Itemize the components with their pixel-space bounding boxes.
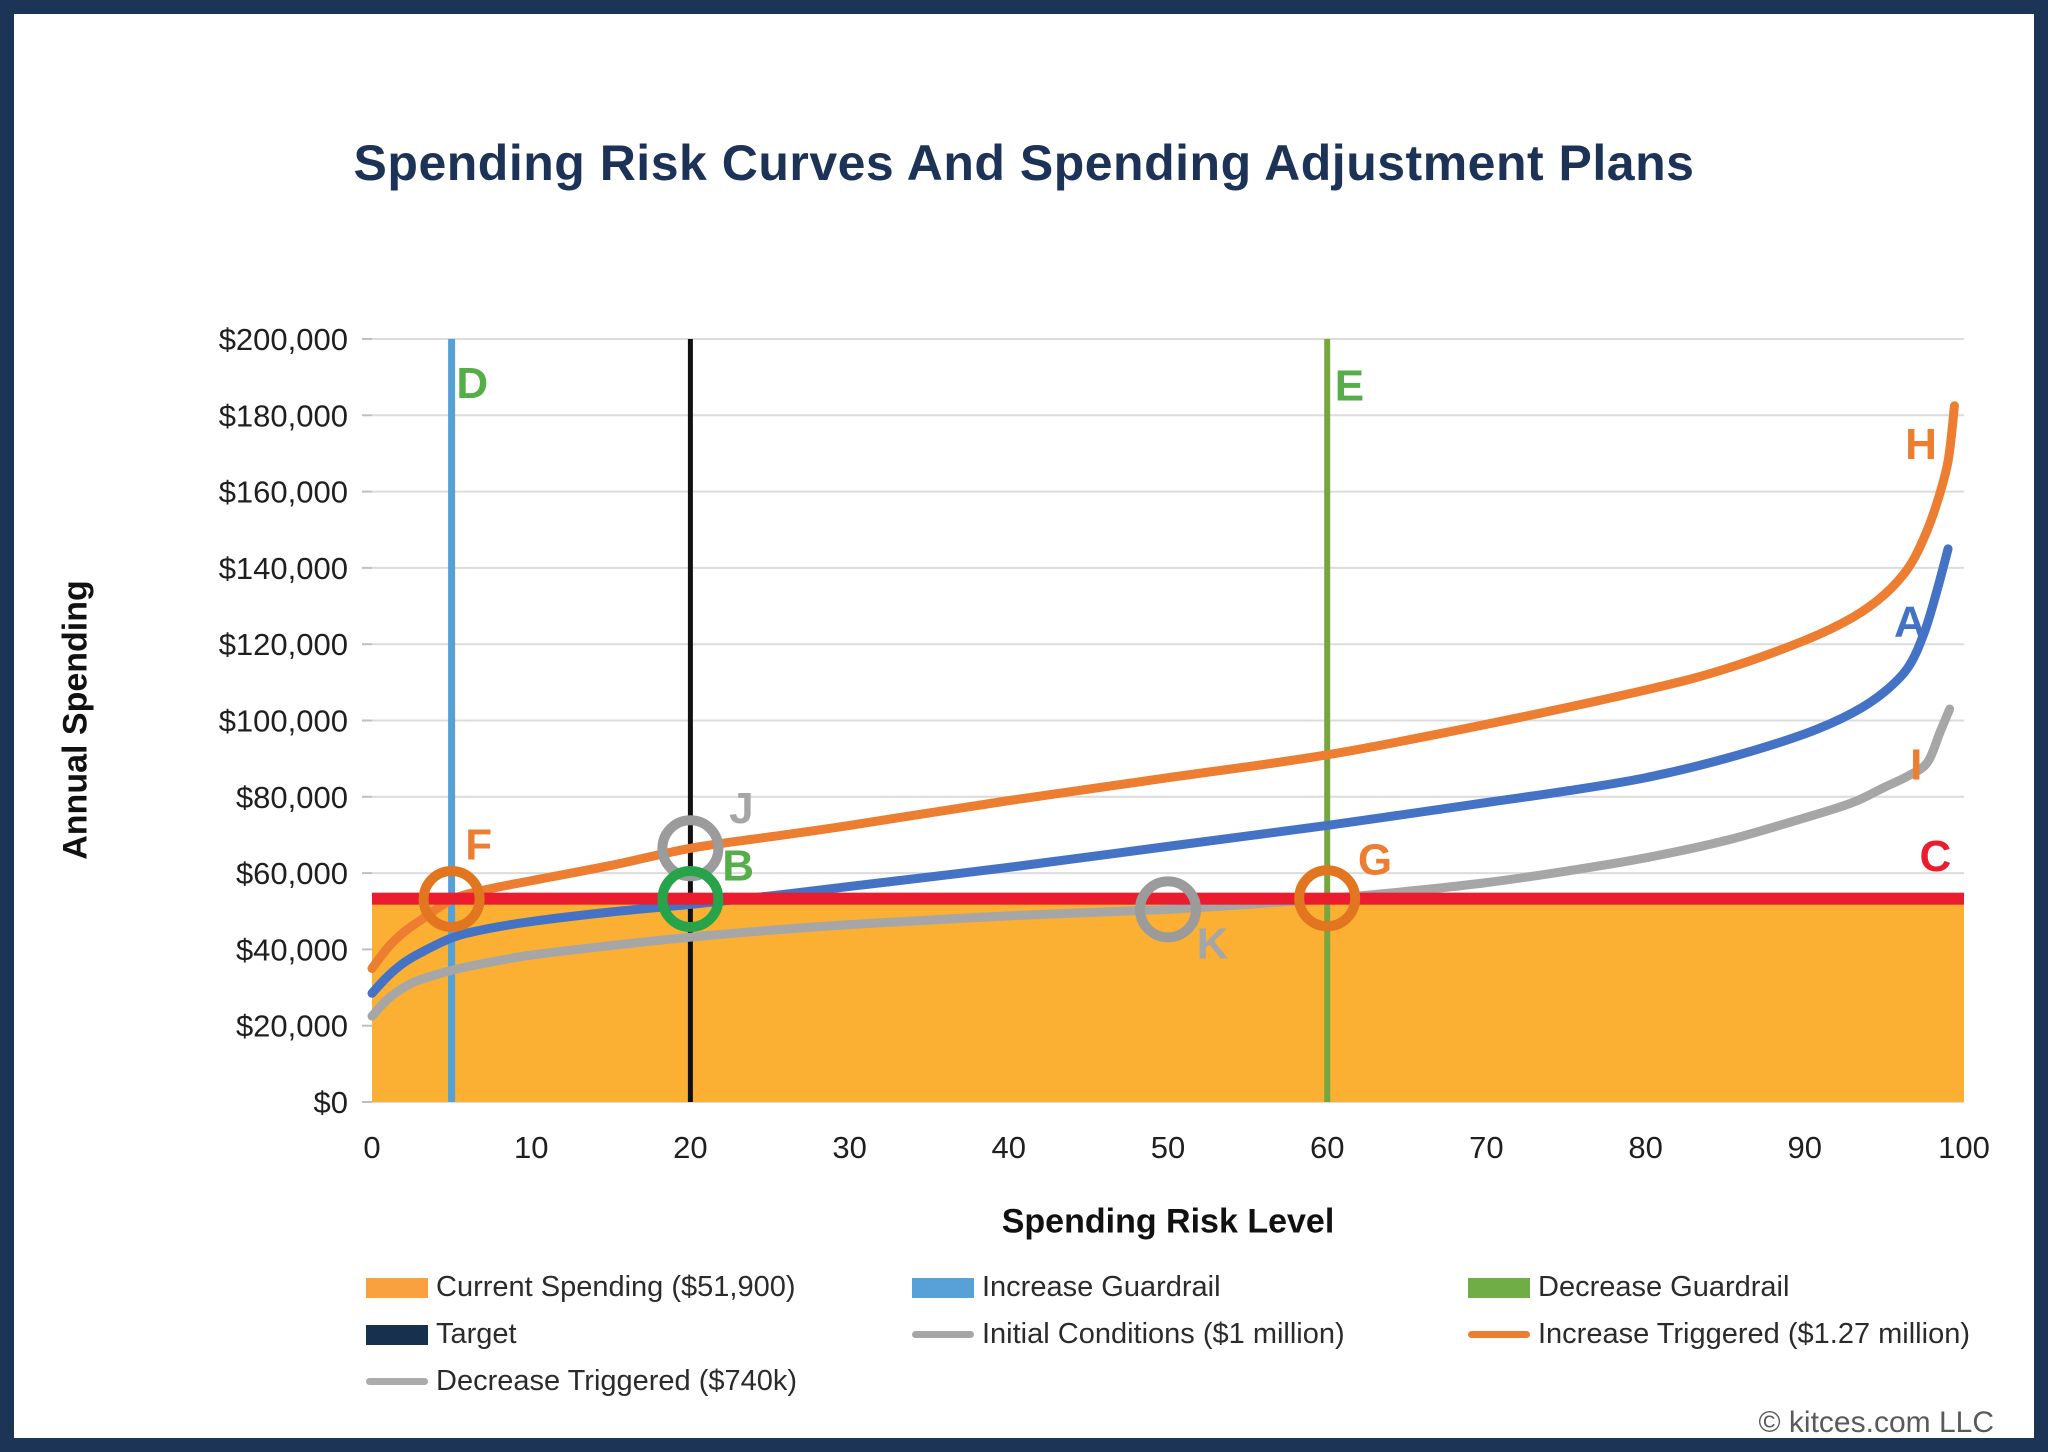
curve-increase-guardrail-spending-curve-: [367, 544, 1953, 998]
x-tick-label: 70: [1469, 1130, 1503, 1165]
point-label-F: F: [465, 820, 492, 869]
y-tick-label: $120,000: [219, 627, 348, 662]
x-tick-label: 90: [1788, 1130, 1822, 1165]
point-label-B: B: [722, 841, 754, 890]
point-label-H: H: [1905, 420, 1937, 469]
legend-item-increase-guardrail: Increase Guardrail: [912, 1264, 1345, 1311]
marker-circle-F: [418, 866, 485, 933]
y-tick-label: $20,000: [236, 1009, 348, 1044]
legend-label-decrease-triggered: Decrease Triggered ($740k): [436, 1365, 798, 1397]
legend-item-initial-conditions: Initial Conditions ($1 million): [912, 1311, 1345, 1358]
legend-label-increase-guardrail: Increase Guardrail: [982, 1271, 1221, 1303]
legend-swatch-decrease-guardrail: [1468, 1277, 1530, 1298]
y-tick-label: $60,000: [236, 856, 348, 891]
y-tick-label: $200,000: [219, 322, 348, 357]
legend-swatch-increase-guardrail: [912, 1277, 974, 1298]
y-tick-label: $160,000: [219, 475, 348, 510]
legend-column: Increase Guardrail Initial Conditions ($1…: [912, 1264, 1345, 1358]
legend-item-current-spending: Current Spending ($51,900): [366, 1264, 797, 1311]
legend-item-increase-triggered: Increase Triggered ($1.27 million): [1468, 1311, 1970, 1358]
x-tick-label: 60: [1310, 1130, 1344, 1165]
curve-initial-conditions-1-million-: [367, 704, 1955, 1021]
legend-label-current-spending: Current Spending ($51,900): [436, 1271, 796, 1303]
current-spending-line: [372, 892, 1964, 905]
marker-circle-J: [657, 815, 724, 882]
legend-label-target: Target: [436, 1318, 517, 1350]
legend-label-initial-conditions: Initial Conditions ($1 million): [982, 1318, 1345, 1350]
copyright-text: © kitces.com LLC: [1758, 1406, 1994, 1439]
legend-swatch-initial-conditions: [912, 1331, 974, 1338]
marker-circle-K: [1135, 876, 1201, 943]
y-axis-title: Annual Spending: [56, 580, 95, 860]
legend-column: Current Spending ($51,900) Target Decrease…: [366, 1264, 797, 1405]
marker-circle-G: [1294, 865, 1361, 932]
point-label-J: J: [729, 784, 753, 833]
x-axis-title: Spending Risk Level: [1001, 1202, 1335, 1241]
x-tick-label: 0: [363, 1130, 380, 1165]
point-label-G: G: [1358, 836, 1392, 885]
y-tick-label: $0: [314, 1085, 348, 1120]
legend-item-decrease-guardrail: Decrease Guardrail: [1468, 1264, 1970, 1311]
y-tick-label: $100,000: [219, 704, 348, 739]
point-label-C: C: [1919, 832, 1951, 881]
point-label-E: E: [1335, 362, 1364, 411]
chart-title: Spending Risk Curves And Spending Adjust…: [353, 135, 1695, 191]
x-tick-label: 20: [673, 1130, 707, 1165]
x-tick-label: 100: [1938, 1130, 1990, 1165]
legend-swatch-current-spending: [366, 1277, 428, 1298]
legend-column: Decrease Guardrail Increase Triggered ($1…: [1468, 1264, 1970, 1358]
legend-swatch-decrease-triggered: [366, 1378, 428, 1385]
legend-swatch-target: [366, 1324, 428, 1345]
legend-item-target: Target: [366, 1311, 797, 1358]
x-tick-label: 30: [832, 1130, 866, 1165]
y-tick-label: $40,000: [236, 932, 348, 967]
legend-label-decrease-guardrail: Decrease Guardrail: [1538, 1271, 1790, 1303]
marker-circle-B: [657, 866, 724, 933]
x-tick-label: 80: [1628, 1130, 1662, 1165]
legend-item-decrease-triggered: Decrease Triggered ($740k): [366, 1358, 797, 1405]
point-label-D: D: [456, 359, 488, 408]
x-tick-label: 50: [1151, 1130, 1185, 1165]
y-tick-label: $180,000: [219, 398, 348, 433]
y-tick-label: $140,000: [219, 551, 348, 586]
x-tick-label: 40: [992, 1130, 1026, 1165]
legend-swatch-increase-triggered: [1468, 1331, 1530, 1338]
point-label-A: A: [1894, 597, 1926, 646]
point-label-I: I: [1910, 740, 1922, 789]
y-tick-label: $80,000: [236, 780, 348, 815]
point-label-K: K: [1197, 920, 1229, 969]
x-tick-label: 10: [514, 1130, 548, 1165]
spending-risk-chart: $0 $20,000 $40,000 $60,000 $80,000 $100,000 $1…: [219, 322, 1990, 1165]
legend-label-increase-triggered: Increase Triggered ($1.27 million): [1538, 1318, 1970, 1350]
